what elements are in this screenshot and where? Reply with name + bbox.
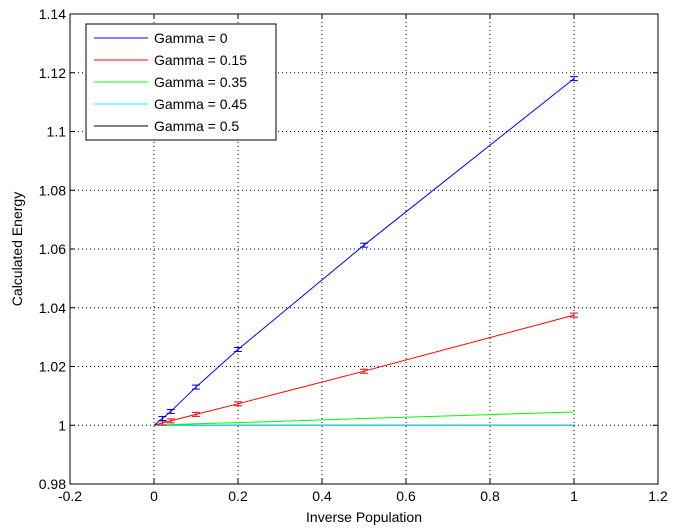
- y-tick-label: 1.12: [39, 65, 66, 81]
- error-bars: [158, 76, 578, 426]
- y-axis-label: Calculated Energy: [9, 192, 25, 306]
- y-tick-label: 0.98: [39, 476, 66, 492]
- x-axis-label: Inverse Population: [306, 509, 422, 525]
- tick-labels: -0.2 0 0.2 0.4 0.6 0.8 1 1.2 0.98 1 1.02 1.04 1.06 1.…: [39, 6, 668, 504]
- y-tick-label: 1.06: [39, 241, 66, 257]
- x-tick-label: -0.2: [58, 488, 82, 504]
- x-tick-label: 0.6: [396, 488, 416, 504]
- x-tick-label: 0: [150, 488, 158, 504]
- error-bar: [360, 242, 368, 248]
- legend-label: Gamma = 0.15: [154, 52, 247, 68]
- legend-label: Gamma = 0.5: [154, 118, 239, 134]
- error-bar: [192, 384, 200, 390]
- x-tick-label: 0.4: [312, 488, 332, 504]
- error-bar: [166, 408, 175, 414]
- y-tick-label: 1.1: [47, 124, 67, 140]
- legend: Gamma = 0 Gamma = 0.15 Gamma = 0.35 Gamma =…: [85, 23, 277, 141]
- error-bar: [234, 401, 242, 407]
- x-tick-label: 0.2: [228, 488, 248, 504]
- y-tick-label: 1.08: [39, 182, 66, 198]
- axis-ticks: [69, 13, 659, 485]
- legend-label: Gamma = 0.45: [154, 96, 247, 112]
- y-tick-label: 1.04: [39, 300, 66, 316]
- y-tick-label: 1.02: [39, 359, 66, 375]
- error-bar: [360, 368, 368, 374]
- legend-label: Gamma = 0: [154, 30, 228, 46]
- error-bar: [158, 415, 167, 421]
- x-tick-label: 0.8: [480, 488, 500, 504]
- x-tick-label: 1.2: [648, 488, 668, 504]
- legend-label: Gamma = 0.35: [154, 74, 247, 90]
- error-bar: [570, 312, 578, 318]
- error-bar: [192, 411, 200, 417]
- x-tick-label: 1: [570, 488, 578, 504]
- error-bar: [234, 346, 242, 352]
- y-tick-label: 1: [58, 417, 66, 433]
- error-bar: [570, 76, 578, 82]
- error-bar: [166, 418, 175, 424]
- y-tick-label: 1.14: [39, 6, 66, 22]
